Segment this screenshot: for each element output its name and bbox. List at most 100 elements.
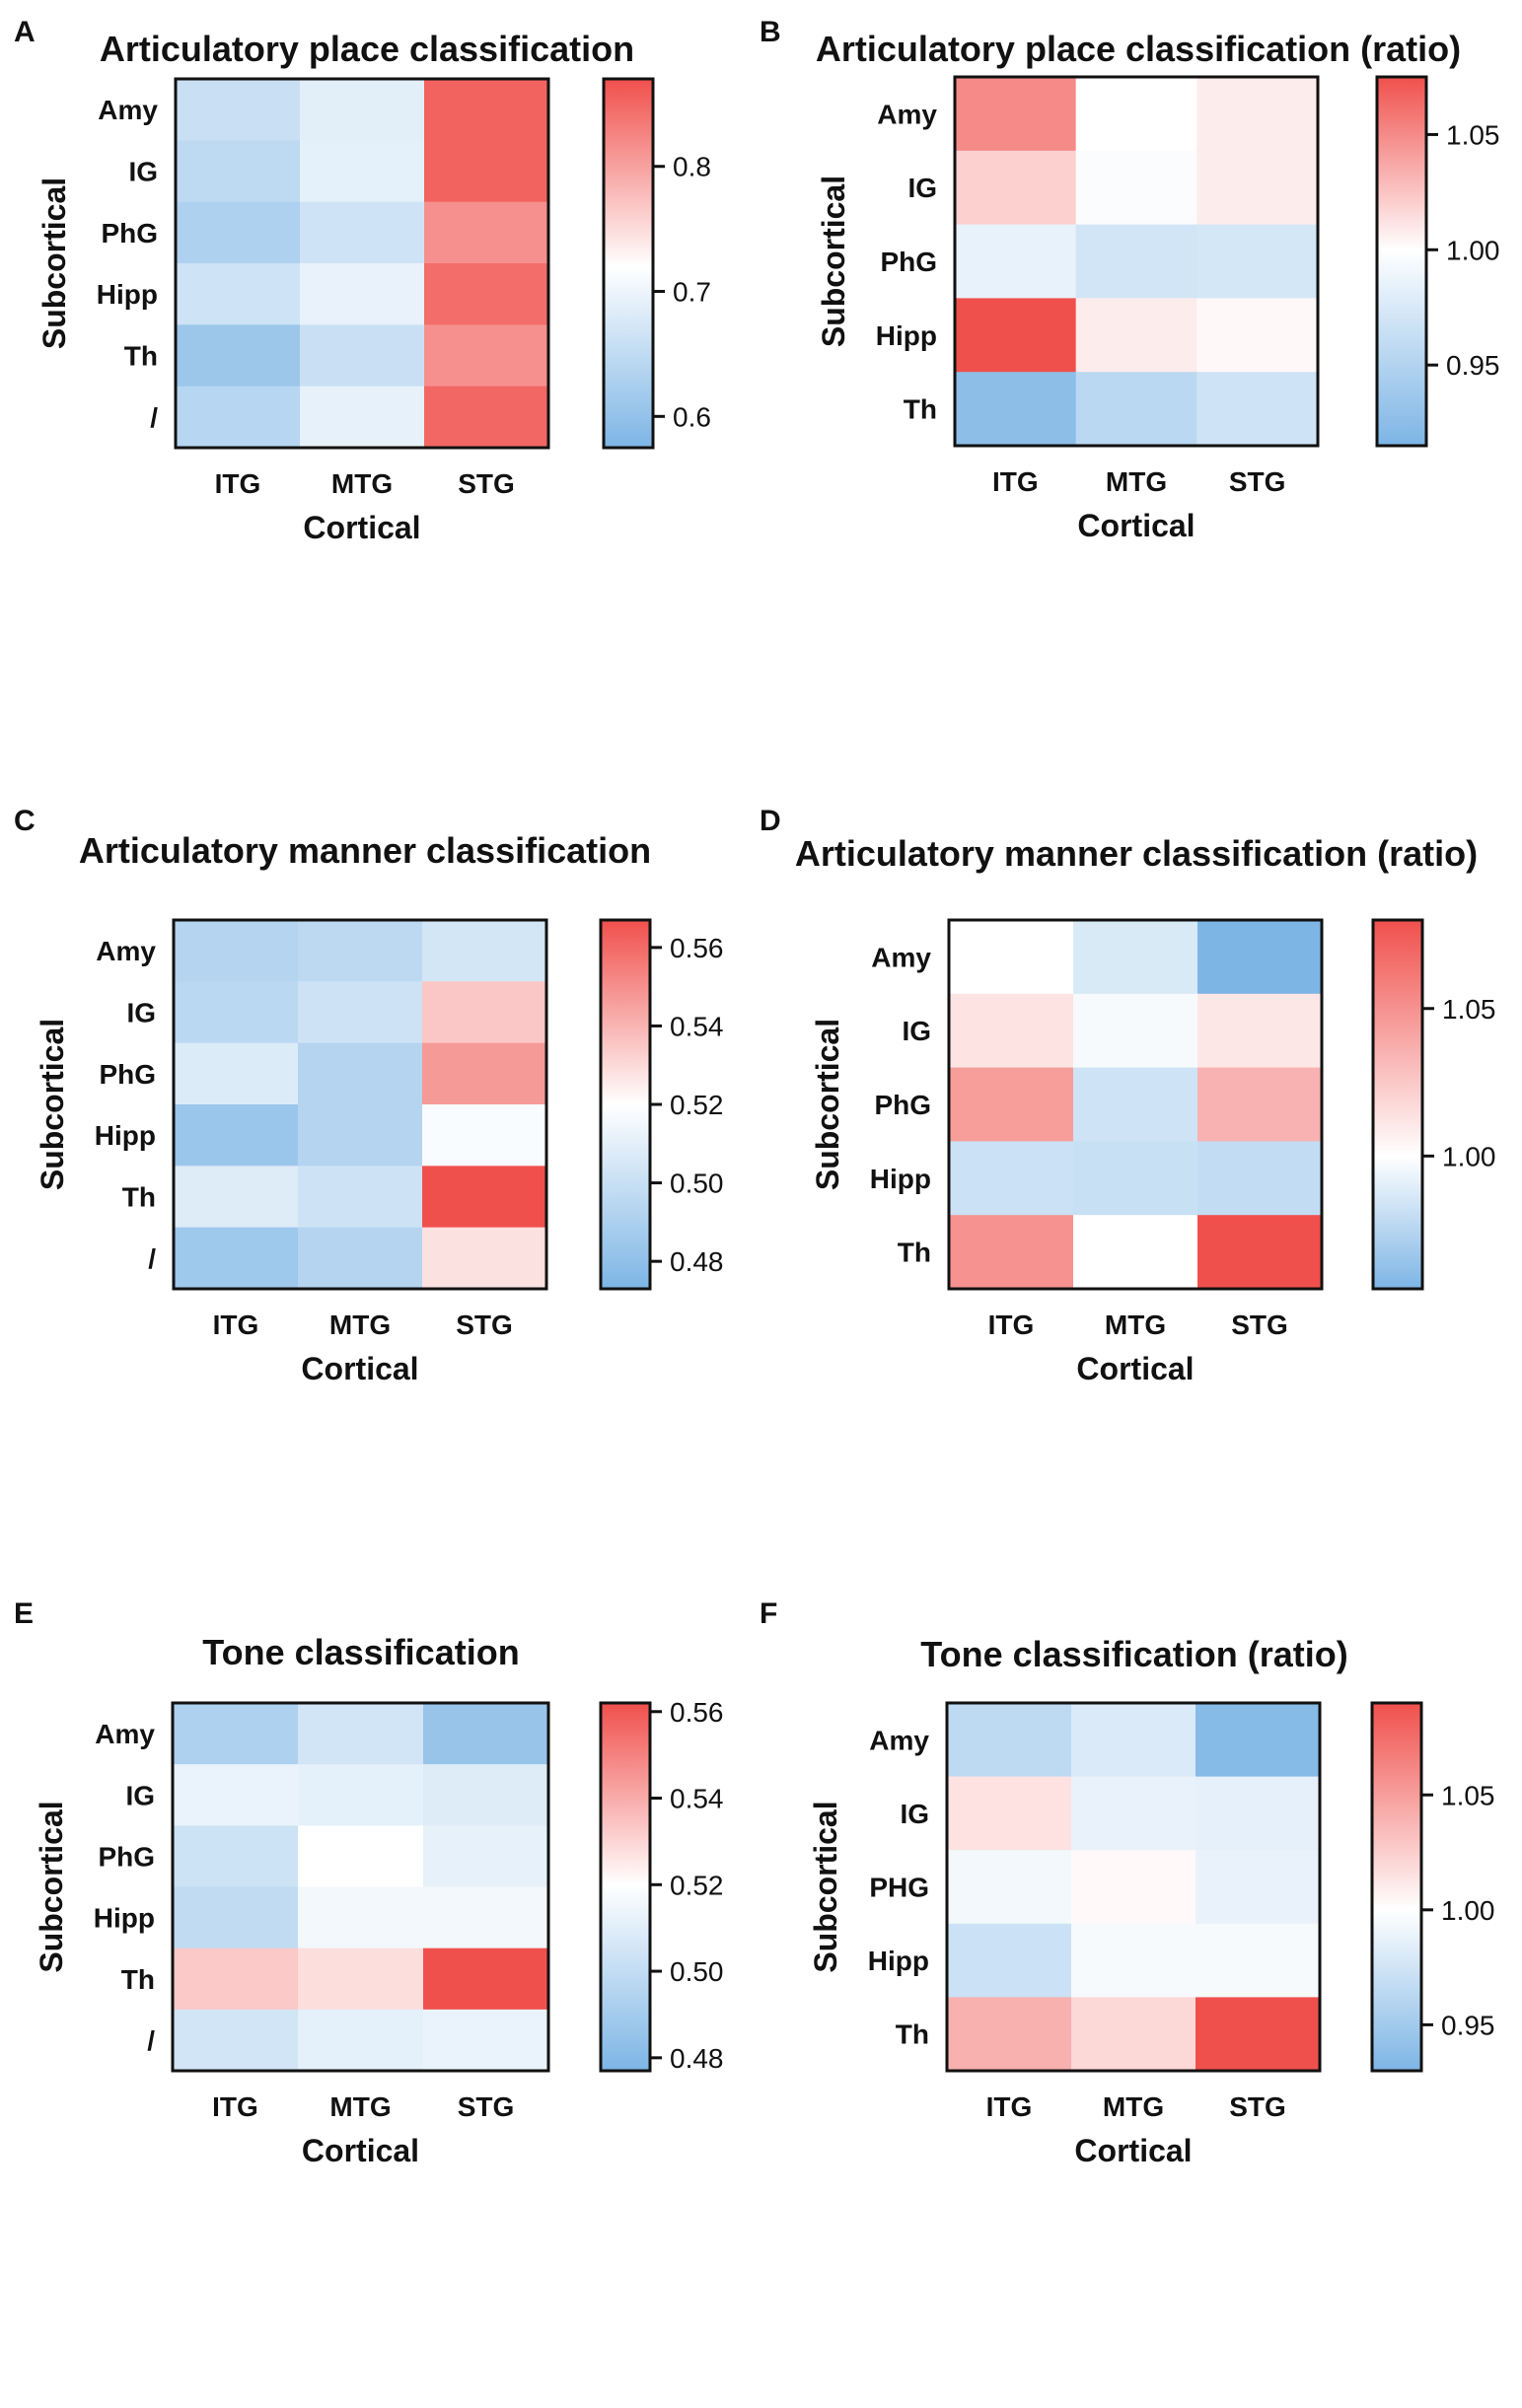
heatmap-cell: [298, 920, 423, 982]
heatmap-cell: [1073, 1067, 1198, 1142]
panel-letter: E: [14, 1597, 34, 1630]
heatmap-cell: [423, 1948, 549, 2011]
y-axis-label: Subcortical: [36, 177, 72, 349]
heatmap-cell: [422, 1104, 547, 1167]
colorbar-tick-label: 1.05: [1442, 994, 1496, 1025]
heatmap-cell: [422, 1042, 547, 1105]
heatmap-cell: [298, 2009, 424, 2072]
heatmap-cell: [1197, 1141, 1323, 1216]
heatmap-cell: [1075, 372, 1197, 447]
heatmap-cell: [1071, 1997, 1196, 2072]
y-tick-label: PhG: [98, 1841, 155, 1872]
heatmap-cell: [947, 1703, 1072, 1778]
y-tick-label: /: [147, 2025, 155, 2056]
y-tick-label: IG: [128, 157, 158, 187]
heatmap-cell: [1073, 1141, 1198, 1216]
y-tick-label: Hipp: [97, 279, 158, 310]
y-tick-label: Amy: [95, 1719, 155, 1749]
x-tick-label: STG: [1229, 466, 1286, 497]
heatmap-cell: [176, 79, 301, 141]
heatmap-cell: [300, 386, 425, 449]
heatmap-cell: [1196, 298, 1319, 373]
heatmap-cell: [422, 981, 547, 1044]
plot-frame: [945, 1701, 1322, 2073]
heatmap-cell: [300, 140, 425, 203]
heatmap-cell: [949, 1067, 1074, 1142]
y-tick-label: Hipp: [870, 1164, 931, 1194]
heatmap-cell: [298, 1166, 423, 1229]
x-axis-label: Cortical: [1077, 508, 1195, 543]
colorbar: [599, 1701, 652, 2073]
heatmap-cell: [174, 1042, 299, 1105]
y-tick-label: PhG: [101, 218, 158, 248]
y-axis-label: Subcortical: [35, 1019, 70, 1190]
y-axis-label: Subcortical: [810, 1019, 845, 1190]
panel-letter: A: [14, 16, 36, 48]
heatmap-cell: [174, 981, 299, 1044]
x-tick-label: MTG: [1105, 1310, 1166, 1340]
heatmap-cell: [1197, 1215, 1323, 1290]
x-axis-label: Cortical: [302, 2133, 419, 2168]
x-tick-label: ITG: [212, 2091, 258, 2122]
heatmap-cell: [173, 1703, 299, 1765]
y-tick-label: PhG: [880, 247, 937, 277]
y-tick-label: Amy: [869, 1725, 929, 1755]
y-tick-label: Th: [896, 2019, 929, 2050]
x-tick-label: MTG: [329, 2091, 391, 2122]
y-tick-label: Amy: [877, 99, 937, 129]
heatmap-cell: [423, 1886, 549, 1949]
x-axis-label: Cortical: [1074, 2133, 1192, 2168]
x-tick-label: ITG: [215, 468, 261, 499]
heatmap-cell: [947, 1776, 1072, 1851]
y-tick-label: Th: [122, 1182, 156, 1213]
heatmap-cell: [955, 150, 1077, 226]
x-axis-label: Cortical: [301, 1351, 418, 1386]
heatmap-cell: [947, 1923, 1072, 1998]
heatmap-cell: [949, 920, 1074, 995]
heatmap-cell: [423, 2009, 549, 2072]
panel-letter: B: [760, 16, 781, 48]
y-tick-label: Hipp: [868, 1946, 929, 1976]
heatmap-cell: [947, 1997, 1072, 2072]
colorbar-tick-label: 0.54: [670, 1784, 724, 1814]
colorbar-tick-label: 0.52: [670, 1870, 724, 1900]
panel-a: A Articulatory place classification Amy IG P…: [14, 16, 711, 545]
y-tick-label: Th: [121, 1964, 155, 1995]
heatmap-cell: [424, 79, 549, 141]
heatmap-cell: [174, 1104, 299, 1167]
heatmap-cell: [424, 140, 549, 203]
heatmap-cell: [424, 263, 549, 325]
heatmap-cell: [424, 324, 549, 388]
heatmap-cell: [300, 263, 425, 325]
heatmap-cell: [298, 1104, 423, 1167]
heatmap-cell: [1196, 150, 1319, 226]
heatmap-cell: [955, 298, 1077, 373]
heatmap-cell: [1073, 993, 1198, 1069]
colorbar-tick-label: 0.48: [670, 2043, 724, 2074]
heatmap-cell: [949, 1141, 1074, 1216]
x-tick-label: STG: [1229, 2091, 1286, 2122]
y-tick-label: PhG: [874, 1090, 931, 1120]
x-tick-label: ITG: [986, 2091, 1033, 2122]
colorbar-tick-label: 0.95: [1441, 2010, 1495, 2040]
colorbar-tick-label: 0.7: [673, 277, 711, 308]
heatmap-cell: [955, 77, 1077, 152]
y-tick-label: Amy: [871, 942, 931, 972]
heatmap-cell: [1196, 372, 1319, 447]
heatmap-cell: [173, 1825, 299, 1887]
heatmap-cell: [1073, 920, 1198, 995]
x-tick-label: STG: [456, 1310, 513, 1340]
panel-e: E Tone classification Amy IG PhG Hipp Th / ITG MT…: [14, 1597, 724, 2168]
panel-letter: D: [760, 805, 781, 837]
heatmap-cell: [424, 386, 549, 449]
y-tick-label: Hipp: [876, 320, 937, 351]
colorbar-tick-label: 1.00: [1446, 235, 1500, 265]
chart-title: Tone classification (ratio): [920, 1634, 1347, 1674]
y-tick-label: /: [148, 1243, 156, 1274]
colorbar-tick-label: 0.95: [1446, 350, 1500, 381]
plot-frame: [174, 77, 550, 450]
y-tick-label: Hipp: [94, 1903, 155, 1934]
heatmap-cell: [298, 981, 423, 1044]
heatmap-cell: [1196, 1923, 1321, 1998]
heatmap-cell: [1196, 1703, 1321, 1778]
